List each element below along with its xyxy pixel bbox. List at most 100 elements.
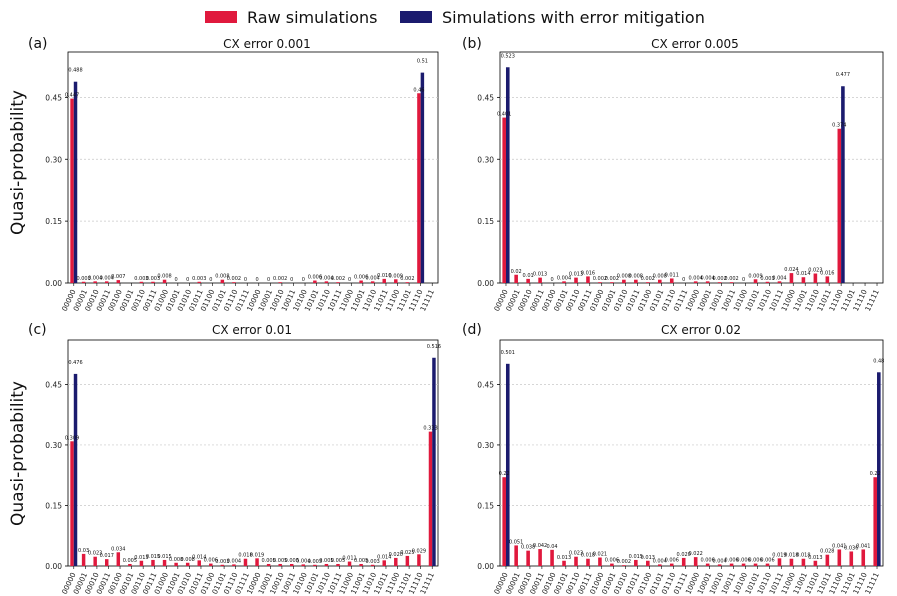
data-label-raw-b-11000: 0.024 [784, 267, 798, 273]
data-label-raw-a-01100: 0 [209, 277, 212, 283]
bar-raw-c-11011 [382, 560, 386, 566]
bar-raw-d-01001 [610, 563, 614, 566]
data-label-raw-c-01011: 0.014 [192, 554, 206, 560]
bar-raw-d-00000 [502, 477, 506, 566]
data-label-raw-a-10100: 0 [302, 277, 305, 283]
bar-raw-c-11010 [370, 564, 375, 566]
data-label-raw-c-01000: 0.015 [157, 554, 171, 560]
bar-mitigated-d-11111 [877, 372, 881, 566]
bar-raw-b-01100 [646, 282, 650, 283]
data-label-raw-d-10100: 0.006 [736, 558, 750, 564]
data-label-raw-c-01110: 0.004 [227, 558, 241, 564]
bar-raw-b-00101 [562, 281, 566, 283]
chart-c: 0.00 0.15 0.30 0.45 (c) CX error 0.01 0.309 0.4… [28, 322, 441, 596]
data-label-raw-a-11101: 0.002 [400, 276, 414, 282]
data-label-raw-b-11001: 0.014 [796, 271, 810, 277]
chart-d: 0.00 0.15 0.30 0.45 (d) CX error 0.02 0.22 0.50… [462, 322, 884, 596]
data-label-raw-d-00110: 0.023 [569, 551, 583, 557]
bar-raw-d-01110 [669, 563, 674, 566]
data-label-mitigated-a-00000: 0.488 [68, 68, 82, 74]
bar-raw-d-11110 [861, 549, 866, 566]
bar-raw-b-11010 [813, 273, 818, 283]
data-label-raw-a-10001: 0 [267, 277, 270, 283]
data-label-raw-d-01001: 0.006 [605, 558, 619, 564]
bar-raw-a-10010 [278, 282, 282, 283]
bar-raw-a-10101 [313, 280, 317, 283]
bar-raw-d-10001 [705, 563, 710, 566]
bar-raw-c-10001 [266, 563, 271, 566]
data-label-raw-d-10010: 0.004 [712, 558, 726, 564]
y-tick-label-d-2: 0.30 [477, 441, 494, 450]
data-label-mitigated-c-11111: 0.516 [427, 344, 441, 350]
data-label-raw-b-00101: 0.004 [557, 275, 571, 281]
data-label-raw-c-00100: 0.034 [111, 546, 125, 552]
chart-title-d: CX error 0.02 [661, 323, 741, 337]
data-label-raw-c-00011: 0.017 [100, 553, 114, 559]
bar-raw-d-01100 [646, 560, 650, 566]
bar-raw-b-10011 [729, 282, 734, 283]
data-label-raw-a-01011: 0.003 [192, 276, 206, 282]
bar-raw-c-10100 [301, 564, 306, 566]
bar-raw-a-11110 [417, 93, 421, 283]
bar-raw-a-00110 [139, 281, 144, 283]
data-label-raw-d-11001: 0.018 [796, 553, 810, 559]
data-label-raw-b-10101: 0.009 [748, 273, 762, 279]
bar-raw-d-11000 [789, 558, 794, 566]
bar-raw-b-01011 [634, 279, 638, 283]
data-label-raw-c-01100: 0.006 [204, 558, 218, 564]
data-label-raw-a-10000: 0 [255, 277, 258, 283]
data-label-raw-d-10111: 0.019 [772, 552, 786, 558]
data-label-raw-c-10100: 0.004 [296, 558, 310, 564]
bar-raw-b-10010 [717, 282, 722, 283]
data-label-raw-c-11000: 0.011 [342, 556, 356, 562]
data-label-raw-a-01101: 0.008 [215, 274, 229, 280]
bar-raw-d-00001 [514, 545, 518, 566]
bar-raw-c-10111 [336, 563, 340, 566]
y-tick-label-a-0: 0.00 [45, 279, 62, 288]
bar-raw-c-11000 [347, 561, 352, 566]
data-label-raw-d-10000: 0.022 [689, 551, 703, 557]
data-label-raw-b-00000: 0.401 [497, 112, 511, 118]
bar-mitigated-c-11111 [432, 357, 436, 566]
data-label-raw-c-00010: 0.023 [88, 551, 102, 557]
bar-mitigated-c-00000 [73, 373, 78, 566]
data-label-raw-c-00000: 0.309 [65, 435, 79, 441]
bar-raw-b-10110 [765, 281, 770, 283]
bar-raw-c-11110 [417, 554, 421, 566]
data-label-raw-a-11110: 0.46 [413, 87, 424, 93]
bar-raw-c-01111 [243, 558, 248, 566]
bar-raw-b-00010 [526, 278, 530, 283]
bar-mitigated-a-11110 [420, 72, 425, 283]
bar-raw-b-11001 [801, 277, 806, 283]
data-label-raw-a-01010: 0 [186, 277, 189, 283]
y-axis-label-top: Quasi-probability [8, 90, 28, 235]
data-label-raw-a-10110: 0.004 [319, 275, 333, 281]
data-label-raw-c-00101: 0.005 [123, 558, 137, 564]
panel-label-c: (c) [28, 322, 47, 338]
data-label-raw-b-11010: 0.023 [808, 268, 822, 274]
data-label-raw-c-10001: 0.005 [261, 558, 275, 564]
y-tick-label-d-3: 0.45 [477, 380, 494, 389]
data-label-raw-d-00011: 0.042 [533, 543, 547, 549]
plot-frame-c [67, 339, 439, 567]
data-label-raw-c-10101: 0.003 [308, 559, 322, 565]
y-tick-label-b-2: 0.30 [477, 155, 494, 164]
bar-raw-c-00110 [139, 560, 144, 566]
bar-raw-a-00001 [81, 281, 86, 283]
legend-swatch-mitigated [400, 11, 432, 23]
data-label-raw-d-01000: 0.021 [593, 552, 607, 558]
bar-raw-b-01000 [598, 282, 602, 283]
legend-label-raw: Raw simulations [247, 7, 378, 27]
data-label-raw-b-01100: 0.002 [641, 276, 655, 282]
bar-raw-c-00111 [151, 559, 155, 566]
y-tick-label-c-2: 0.30 [45, 441, 62, 450]
bar-raw-a-10110 [324, 281, 329, 283]
bar-raw-c-00011 [105, 559, 109, 566]
data-label-raw-a-00111: 0.003 [146, 276, 160, 282]
data-label-raw-a-11001: 0.006 [354, 275, 368, 281]
data-label-raw-b-00010: 0.01 [523, 273, 534, 279]
bar-raw-d-10000 [693, 557, 698, 566]
bar-raw-a-00000 [70, 98, 74, 283]
y-tick-label-c-3: 0.45 [45, 380, 62, 389]
